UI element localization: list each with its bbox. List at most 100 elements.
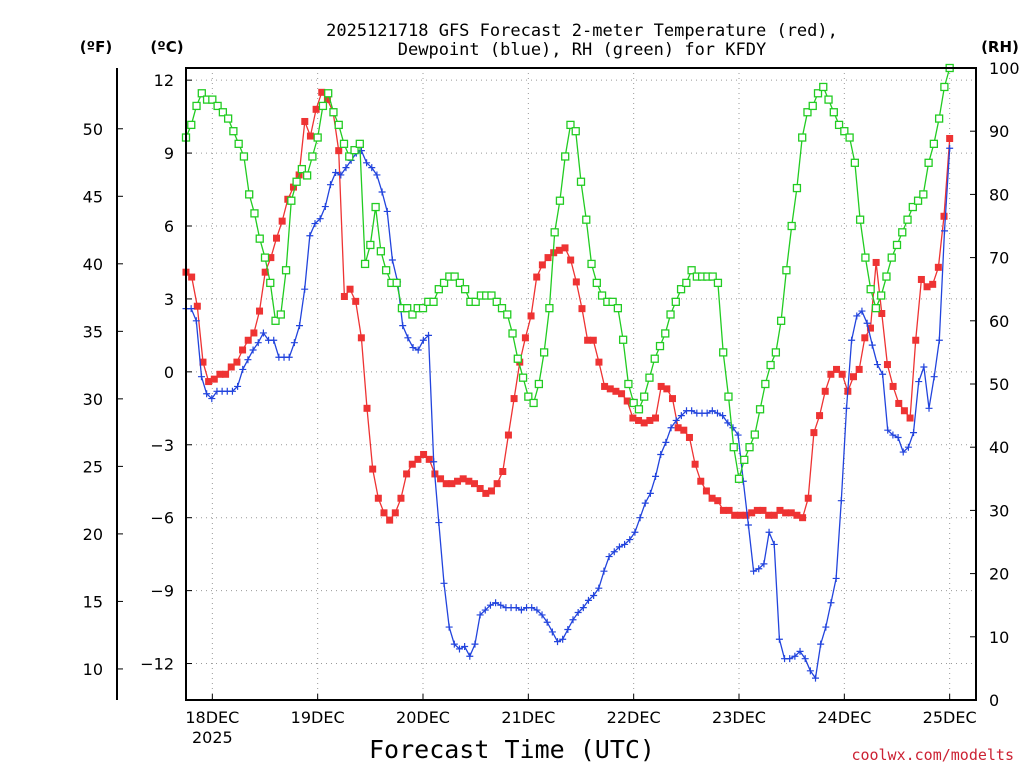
rh-tick-label: 0 [989, 691, 999, 710]
dewpoint-point [837, 497, 845, 505]
temperature-point [833, 365, 841, 373]
dewpoint-point [626, 536, 634, 544]
dewpoint-point [404, 334, 412, 342]
dewpoint-point [755, 565, 763, 573]
dewpoint-point [311, 220, 319, 228]
rh-point [713, 278, 723, 288]
temperature-point [357, 334, 365, 342]
rh-point [813, 89, 823, 98]
temperature-point [725, 506, 733, 514]
rh-point [729, 443, 738, 452]
temperature-point [380, 509, 388, 517]
dewpoint-point [192, 317, 200, 325]
temperature-point [934, 263, 942, 271]
rh-point [771, 348, 781, 357]
rh-point [245, 190, 254, 199]
dewpoint-point [863, 319, 871, 327]
rh-point [439, 278, 449, 288]
rh-point [403, 304, 412, 313]
rh-point [798, 133, 807, 142]
dewpoint-point [564, 626, 572, 634]
dewpoint-point [672, 416, 680, 424]
temperature-point [912, 336, 920, 344]
temperature-point [618, 390, 626, 398]
rh-point [271, 316, 280, 325]
plot-frame [185, 67, 977, 701]
rh-point [929, 139, 939, 148]
rh-point [229, 127, 238, 136]
dewpoint-point [326, 181, 334, 189]
temperature-point [635, 416, 643, 424]
temperature-point [895, 399, 903, 407]
rh-point [266, 278, 275, 288]
rh-point [250, 209, 259, 218]
temperature-point [454, 477, 462, 485]
celsius-tick-label: 3 [164, 290, 174, 309]
dewpoint-point [729, 424, 737, 432]
temperature-point [584, 336, 592, 344]
temperature-point [787, 509, 795, 517]
temperature-point [889, 382, 897, 390]
temperature-point [318, 88, 326, 96]
temperature-point [668, 395, 676, 403]
temperature-point [816, 412, 824, 420]
rh-point [661, 329, 670, 338]
celsius-tick-label: 0 [164, 363, 174, 382]
rh-point [766, 360, 775, 370]
rh-point [460, 285, 470, 294]
temperature-point [470, 480, 478, 488]
temperature-point [369, 465, 377, 473]
temperature-point [872, 258, 880, 266]
dewpoint-point [910, 429, 918, 437]
celsius-tick-label: −12 [140, 655, 174, 674]
rh-point [776, 316, 786, 325]
rh-tick-label: 30 [989, 501, 1009, 520]
rh-point [329, 108, 338, 117]
dewpoint-point [332, 169, 340, 177]
dewpoint-point [584, 596, 592, 604]
dewpoint-point [605, 553, 613, 561]
dewpoint-point [538, 611, 546, 619]
temperature-point [646, 416, 654, 424]
temperature-point [403, 470, 411, 478]
rh-point [524, 392, 533, 401]
temperature-point [900, 407, 908, 415]
rh-point [366, 240, 375, 250]
fahrenheit-tick-label: 40 [83, 255, 103, 274]
dewpoint-point [734, 431, 742, 439]
rh-point [334, 120, 343, 130]
dewpoint-point [677, 412, 685, 420]
temperature-point [799, 514, 807, 522]
temperature-point [748, 509, 756, 517]
dewpoint-point [590, 591, 598, 599]
rh-point [308, 152, 317, 161]
rh-point [339, 139, 349, 148]
rh-point [892, 240, 902, 250]
rh-point [745, 443, 754, 452]
rh-point [360, 259, 370, 269]
rh-point [582, 215, 591, 224]
source-credit: coolwx.com/modelts [851, 746, 1014, 764]
rh-point [561, 152, 570, 161]
temperature-point [612, 387, 620, 395]
temperature-point [838, 370, 846, 378]
temperature-point [352, 297, 360, 305]
chart-title-line-1: 2025121718 GFS Forecast 2-meter Temperat… [326, 21, 838, 41]
temperature-point [674, 424, 682, 432]
dewpoint-point [713, 409, 721, 417]
temperature-point [623, 397, 631, 405]
dewpoint-point [579, 604, 587, 612]
temperature-point [697, 477, 705, 485]
fahrenheit-tick-label: 25 [83, 457, 103, 476]
dewpoint-point [306, 232, 314, 240]
x-tick-label: 19DEC [291, 708, 345, 727]
temperature-point [374, 494, 382, 502]
dewpoint-point [461, 643, 469, 651]
rh-point [924, 158, 933, 167]
dewpoint-point [935, 336, 943, 344]
dewpoint-point [445, 623, 453, 631]
dewpoint-point [884, 426, 892, 434]
temperature-point [940, 212, 948, 220]
rh-point [418, 304, 428, 313]
rh-point [429, 297, 438, 306]
